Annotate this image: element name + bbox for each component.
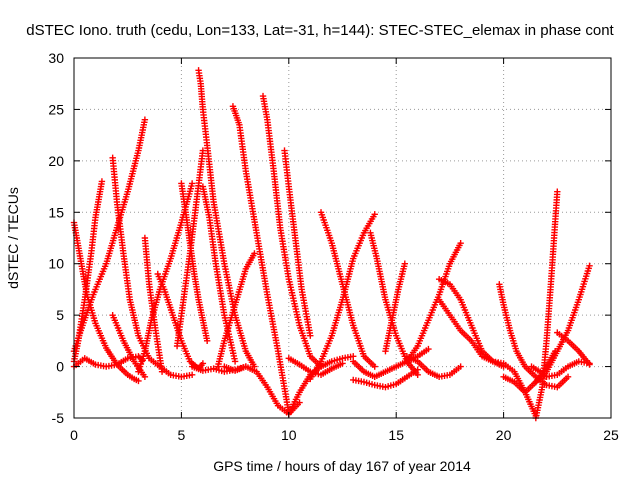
y-tick-label: 20 <box>48 153 64 169</box>
data-point-marker <box>135 377 142 385</box>
series-23 <box>285 355 346 378</box>
y-tick-label: 10 <box>48 256 64 272</box>
series-13 <box>199 183 239 365</box>
y-tick-label: -5 <box>52 410 65 426</box>
series-6 <box>109 311 149 381</box>
data-point-marker <box>457 363 464 370</box>
series-34 <box>532 188 561 422</box>
data-point-marker <box>158 368 166 375</box>
data-point-marker <box>307 332 314 339</box>
series-11 <box>173 147 207 350</box>
series-27 <box>382 260 408 355</box>
x-tick-label: 15 <box>388 427 404 443</box>
x-tick-label: 5 <box>178 427 186 443</box>
plot-frame <box>73 57 612 419</box>
y-tick-label: 25 <box>48 101 64 117</box>
chart-title: dSTEC Iono. truth (cedu, Lon=133, Lat=-3… <box>26 22 614 39</box>
data-point-marker <box>188 180 196 187</box>
data-point-marker <box>457 239 464 247</box>
data-point-marker <box>98 178 106 185</box>
series-2 <box>70 178 106 365</box>
data-point-marker <box>251 250 258 257</box>
data-point-marker <box>586 361 593 368</box>
series-37 <box>532 262 593 386</box>
data-point-marker <box>564 373 572 381</box>
y-tick-label: 5 <box>56 307 64 323</box>
data-point-marker <box>231 358 239 365</box>
data-point-marker <box>371 211 378 218</box>
data-point-marker <box>371 363 378 370</box>
x-tick-label: 25 <box>603 427 619 443</box>
x-axis-label: GPS time / hours of day 167 of year 2014 <box>213 458 471 474</box>
x-tick-label: 10 <box>281 427 297 443</box>
data-point-marker <box>500 363 507 370</box>
series-32 <box>496 281 572 391</box>
x-tick-label: 0 <box>70 427 78 443</box>
series-10 <box>178 180 211 345</box>
series-31 <box>435 296 507 370</box>
data-point-marker <box>339 360 346 367</box>
series-19 <box>281 147 314 339</box>
data-point-marker <box>188 371 196 378</box>
series-18 <box>259 92 325 370</box>
data-points <box>70 67 593 422</box>
series-3 <box>70 116 149 355</box>
data-point-marker <box>141 116 149 123</box>
series-26 <box>350 366 421 391</box>
data-point-marker <box>586 262 593 269</box>
y-axis-label: dSTEC / TECUs <box>5 187 21 289</box>
series-21 <box>317 209 378 370</box>
y-tick-label: 30 <box>48 50 64 66</box>
series-8 <box>141 234 166 375</box>
series-36 <box>554 329 593 368</box>
y-tick-label: 15 <box>48 204 64 220</box>
data-point-marker <box>401 260 408 267</box>
data-point-marker <box>141 373 149 381</box>
series-30 <box>435 275 540 420</box>
data-point-marker <box>199 360 207 367</box>
data-point-marker <box>203 337 211 345</box>
series-29 <box>403 353 464 381</box>
x-axis-ticks: 0 5 10 15 20 25 <box>70 58 619 443</box>
data-point-marker <box>554 188 561 195</box>
series-28 <box>403 239 464 365</box>
series-17 <box>214 250 258 370</box>
series-15 <box>229 103 292 417</box>
x-tick-label: 20 <box>496 427 512 443</box>
y-axis-ticks: -5 0 5 10 15 20 25 30 <box>48 50 611 426</box>
series-9 <box>154 270 207 372</box>
data-point-marker <box>425 345 432 353</box>
data-point-marker <box>414 366 421 373</box>
y-tick-label: 0 <box>56 359 64 375</box>
